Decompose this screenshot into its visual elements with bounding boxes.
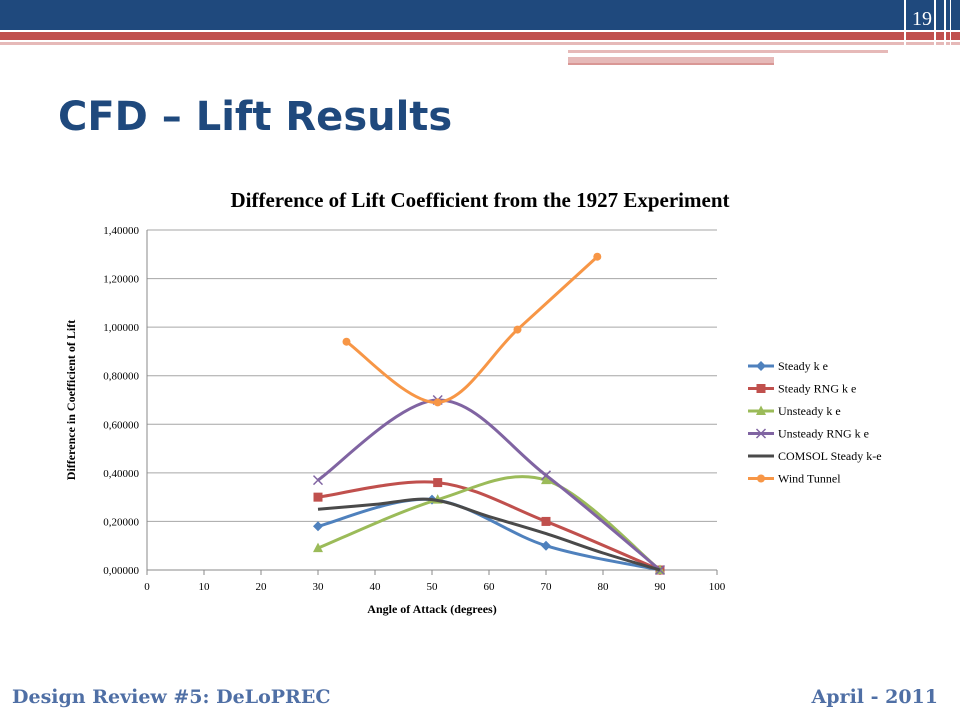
header-pink-band bbox=[0, 42, 960, 45]
data-point bbox=[541, 540, 551, 551]
legend-item: COMSOL Steady k-e bbox=[748, 449, 882, 463]
x-tick-label: 40 bbox=[370, 581, 382, 593]
data-point bbox=[312, 475, 324, 486]
data-point bbox=[433, 478, 443, 488]
chart-series bbox=[312, 252, 666, 576]
x-tick-label: 90 bbox=[655, 581, 667, 593]
chart-legend: Steady k e Steady RNG k e Unsteady k e Unst… bbox=[748, 359, 882, 486]
x-tick-label: 50 bbox=[427, 581, 439, 593]
x-axis-ticks: 0 10 20 30 40 50 60 70 80 90 100 bbox=[144, 581, 726, 593]
x-tick-label: 0 bbox=[144, 581, 150, 593]
data-point bbox=[541, 474, 551, 485]
legend-marker bbox=[755, 428, 767, 439]
x-tick-label: 70 bbox=[541, 581, 553, 593]
series-wind-tunnel bbox=[342, 252, 602, 407]
data-point bbox=[313, 521, 323, 532]
y-tick-label: 0,20000 bbox=[103, 516, 139, 528]
y-axis-label: Difference in Coefficient of Lift bbox=[64, 320, 78, 480]
y-tick-label: 0,60000 bbox=[103, 419, 139, 431]
legend-label: COMSOL Steady k-e bbox=[778, 449, 882, 463]
series-line bbox=[317, 480, 661, 572]
x-tick-label: 10 bbox=[199, 581, 211, 593]
header-red-band bbox=[0, 32, 960, 40]
data-point bbox=[433, 398, 442, 407]
legend-item: Wind Tunnel bbox=[748, 472, 841, 486]
header-divider bbox=[950, 0, 951, 66]
legend-label: Unsteady RNG k e bbox=[778, 427, 869, 441]
series-comsol-steady-k-e bbox=[317, 497, 661, 572]
x-tick-label: 100 bbox=[709, 581, 726, 593]
series-line bbox=[317, 497, 661, 572]
header-bar bbox=[0, 0, 960, 30]
series-line bbox=[345, 255, 599, 404]
y-tick-label: 0,40000 bbox=[103, 468, 139, 480]
x-tick-label: 20 bbox=[256, 581, 268, 593]
legend-item: Steady RNG k e bbox=[748, 382, 856, 396]
legend-marker bbox=[756, 405, 766, 415]
y-tick-label: 0,00000 bbox=[103, 565, 139, 577]
legend-item: Unsteady RNG k e bbox=[748, 427, 869, 441]
slide-title: CFD – Lift Results bbox=[58, 94, 453, 140]
chart-grid bbox=[146, 229, 718, 575]
y-tick-label: 1,40000 bbox=[103, 225, 139, 237]
data-point bbox=[313, 542, 323, 553]
x-tick-label: 60 bbox=[484, 581, 496, 593]
header-decoration bbox=[568, 57, 774, 64]
data-point bbox=[540, 470, 552, 481]
y-tick-label: 1,00000 bbox=[103, 322, 139, 334]
y-tick-label: 0,80000 bbox=[103, 371, 139, 383]
header-divider bbox=[934, 0, 936, 66]
y-tick-label: 1,20000 bbox=[103, 274, 139, 286]
series-line bbox=[317, 497, 661, 572]
data-point bbox=[593, 252, 602, 261]
legend-marker bbox=[756, 361, 766, 371]
legend-label: Unsteady k e bbox=[778, 404, 841, 418]
x-tick-label: 80 bbox=[598, 581, 610, 593]
header-divider bbox=[944, 0, 946, 66]
legend-marker bbox=[756, 384, 766, 393]
legend-marker bbox=[757, 474, 765, 483]
data-point bbox=[342, 337, 351, 346]
page-number: 19 bbox=[912, 8, 932, 30]
legend-item: Unsteady k e bbox=[748, 404, 841, 418]
legend-label: Steady k e bbox=[778, 359, 828, 373]
series-line bbox=[317, 475, 661, 572]
header-decoration bbox=[568, 63, 774, 65]
legend-label: Steady RNG k e bbox=[778, 382, 856, 396]
x-axis-label: Angle of Attack (degrees) bbox=[367, 602, 496, 616]
footer-course: Design Review #5: DeLoPREC bbox=[12, 686, 331, 708]
data-point bbox=[541, 516, 551, 526]
footer-date: April - 2011 bbox=[811, 686, 938, 708]
series-line bbox=[317, 398, 661, 572]
data-point bbox=[513, 325, 522, 334]
legend-label: Wind Tunnel bbox=[778, 472, 841, 486]
y-axis-ticks: 0,00000 0,20000 0,40000 0,60000 0,80000 1,000… bbox=[103, 225, 139, 577]
header-divider bbox=[904, 0, 906, 66]
header-decoration bbox=[568, 50, 888, 53]
data-point bbox=[313, 492, 323, 502]
chart-title: Difference of Lift Coefficient from the … bbox=[231, 188, 730, 212]
legend-item: Steady k e bbox=[748, 359, 828, 373]
x-tick-label: 30 bbox=[313, 581, 325, 593]
